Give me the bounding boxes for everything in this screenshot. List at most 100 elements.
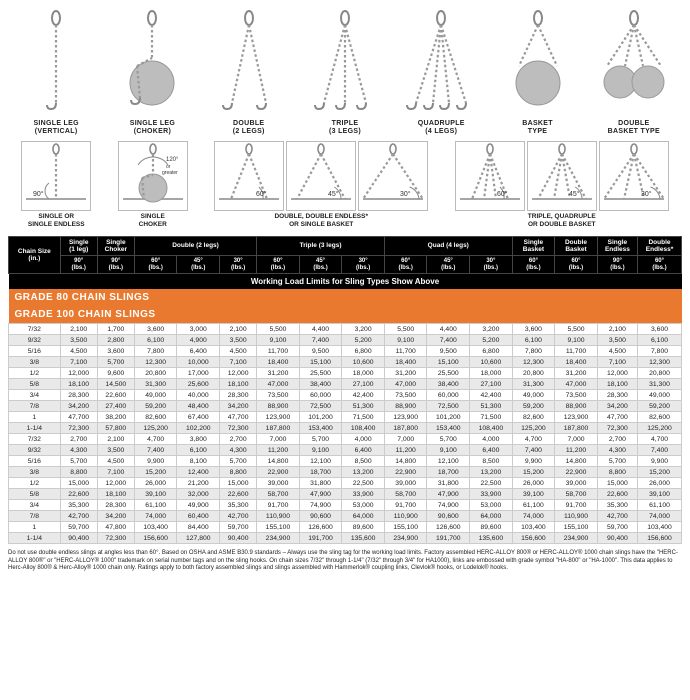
wll-cell: 4,400 bbox=[299, 324, 342, 335]
wll-cell: 22,600 bbox=[97, 390, 134, 401]
wll-cell: 15,200 bbox=[134, 467, 177, 478]
wll-cell: 27,100 bbox=[470, 379, 513, 390]
wll-cell: 90,600 bbox=[299, 511, 342, 522]
wll-cell: 12,300 bbox=[512, 357, 555, 368]
wll-cell: 49,000 bbox=[134, 390, 177, 401]
wll-cell: 47,000 bbox=[257, 379, 300, 390]
wll-cell: 22,600 bbox=[60, 489, 97, 500]
wll-cell: 156,600 bbox=[638, 533, 682, 544]
wll-cell: 42,400 bbox=[342, 390, 385, 401]
wll-cell: 5,700 bbox=[60, 456, 97, 467]
sling-type-label: TRIPLE(3 LEGS) bbox=[300, 120, 390, 135]
wll-cell: 35,300 bbox=[60, 500, 97, 511]
wll-cell: 82,600 bbox=[638, 412, 682, 423]
col-subheader: 45°(lbs.) bbox=[427, 255, 470, 273]
wll-cell: 91,700 bbox=[384, 500, 427, 511]
wll-cell: 15,000 bbox=[60, 478, 97, 489]
wll-cell: 72,500 bbox=[299, 401, 342, 412]
wll-cell: 7,400 bbox=[299, 335, 342, 346]
wll-cell: 72,300 bbox=[97, 533, 134, 544]
wll-cell: 101,200 bbox=[427, 412, 470, 423]
wll-cell: 18,400 bbox=[384, 357, 427, 368]
footnote: Do not use double endless slings at angl… bbox=[8, 550, 682, 573]
sling-type-label: DOUBLE(2 LEGS) bbox=[204, 120, 294, 135]
wll-cell: 11,200 bbox=[555, 445, 598, 456]
angle-group: 90°SINGLE ORSINGLE ENDLESS bbox=[21, 141, 91, 227]
angle-cell: 90°SINGLE ORSINGLE ENDLESS bbox=[21, 141, 91, 227]
wll-cell: 7,400 bbox=[427, 335, 470, 346]
wll-cell: 9,100 bbox=[384, 335, 427, 346]
wll-cell: 15,100 bbox=[299, 357, 342, 368]
wll-cell: 74,000 bbox=[638, 511, 682, 522]
wll-cell: 53,000 bbox=[470, 500, 513, 511]
wll-cell: 42,400 bbox=[470, 390, 513, 401]
wll-cell: 7,000 bbox=[555, 434, 598, 445]
wll-cell: 125,200 bbox=[638, 423, 682, 434]
svg-text:90°: 90° bbox=[33, 190, 44, 198]
sling-diagram-icon bbox=[300, 8, 390, 118]
wll-cell: 28,300 bbox=[97, 500, 134, 511]
table-row: 1/212,0009,60020,80017,00012,00031,20025… bbox=[9, 368, 682, 379]
wll-cell: 101,200 bbox=[299, 412, 342, 423]
wll-cell: 103,400 bbox=[512, 522, 555, 533]
table-title: Working Load Limits for Sling Types Show… bbox=[9, 274, 682, 290]
wll-cell: 88,900 bbox=[257, 401, 300, 412]
wll-cell: 73,500 bbox=[257, 390, 300, 401]
wll-cell: 31,200 bbox=[257, 368, 300, 379]
wll-cell: 25,500 bbox=[299, 368, 342, 379]
wll-cell: 4,500 bbox=[97, 456, 134, 467]
wll-cell: 4,300 bbox=[597, 445, 637, 456]
table-row: 5/822,60018,10039,10032,00022,60058,7004… bbox=[9, 489, 682, 500]
wll-cell: 35,300 bbox=[220, 500, 257, 511]
wll-cell: 47,800 bbox=[97, 522, 134, 533]
wll-cell: 47,700 bbox=[60, 412, 97, 423]
col-header: Chain Size(in.) bbox=[9, 236, 61, 273]
angle-cell: 45° bbox=[527, 141, 597, 213]
svg-text:60°: 60° bbox=[497, 190, 508, 198]
wll-cell: 5,700 bbox=[97, 357, 134, 368]
wll-cell: 18,100 bbox=[220, 379, 257, 390]
wll-cell: 6,400 bbox=[342, 445, 385, 456]
wll-cell: 42,700 bbox=[60, 511, 97, 522]
wll-cell: 59,200 bbox=[512, 401, 555, 412]
wll-cell: 22,900 bbox=[257, 467, 300, 478]
col-subheader: 45°(lbs.) bbox=[177, 255, 220, 273]
wll-cell: 2,800 bbox=[97, 335, 134, 346]
wll-cell: 191,700 bbox=[299, 533, 342, 544]
wll-cell: 18,700 bbox=[427, 467, 470, 478]
wll-cell: 7,000 bbox=[257, 434, 300, 445]
wll-cell: 31,800 bbox=[299, 478, 342, 489]
wll-cell: 57,800 bbox=[97, 423, 134, 434]
wll-cell: 26,000 bbox=[638, 478, 682, 489]
wll-cell: 6,100 bbox=[512, 335, 555, 346]
wll-cell: 153,400 bbox=[299, 423, 342, 434]
wll-cell: 108,400 bbox=[470, 423, 513, 434]
wll-cell: 74,000 bbox=[134, 511, 177, 522]
wll-cell: 7,800 bbox=[638, 346, 682, 357]
wll-cell: 47,700 bbox=[220, 412, 257, 423]
wll-cell: 17,000 bbox=[177, 368, 220, 379]
col-subheader: 60°(lbs.) bbox=[638, 255, 682, 273]
col-subheader: 30°(lbs.) bbox=[220, 255, 257, 273]
wll-cell: 15,100 bbox=[427, 357, 470, 368]
sling-type: TRIPLE(3 LEGS) bbox=[300, 8, 390, 135]
wll-cell: 31,300 bbox=[638, 379, 682, 390]
wll-cell: 64,000 bbox=[342, 511, 385, 522]
wll-cell: 28,300 bbox=[60, 390, 97, 401]
wll-cell: 234,900 bbox=[257, 533, 300, 544]
wll-cell: 9,900 bbox=[134, 456, 177, 467]
wll-cell: 4,500 bbox=[220, 346, 257, 357]
wll-cell: 14,500 bbox=[97, 379, 134, 390]
wll-cell: 31,800 bbox=[427, 478, 470, 489]
wll-cell: 90,400 bbox=[597, 533, 637, 544]
angle-group: 60°45°30°DOUBLE, DOUBLE ENDLESS*OR SINGL… bbox=[214, 141, 428, 227]
wll-cell: 14,800 bbox=[257, 456, 300, 467]
wll-cell: 64,000 bbox=[470, 511, 513, 522]
col-subheader: 45°(lbs.) bbox=[299, 255, 342, 273]
wll-cell: 8,100 bbox=[177, 456, 220, 467]
chain-size-cell: 9/32 bbox=[9, 335, 61, 346]
wll-cell: 22,900 bbox=[384, 467, 427, 478]
angle-diagram-icon: 45° bbox=[527, 141, 597, 211]
chain-size-cell: 3/4 bbox=[9, 390, 61, 401]
wll-cell: 72,300 bbox=[60, 423, 97, 434]
